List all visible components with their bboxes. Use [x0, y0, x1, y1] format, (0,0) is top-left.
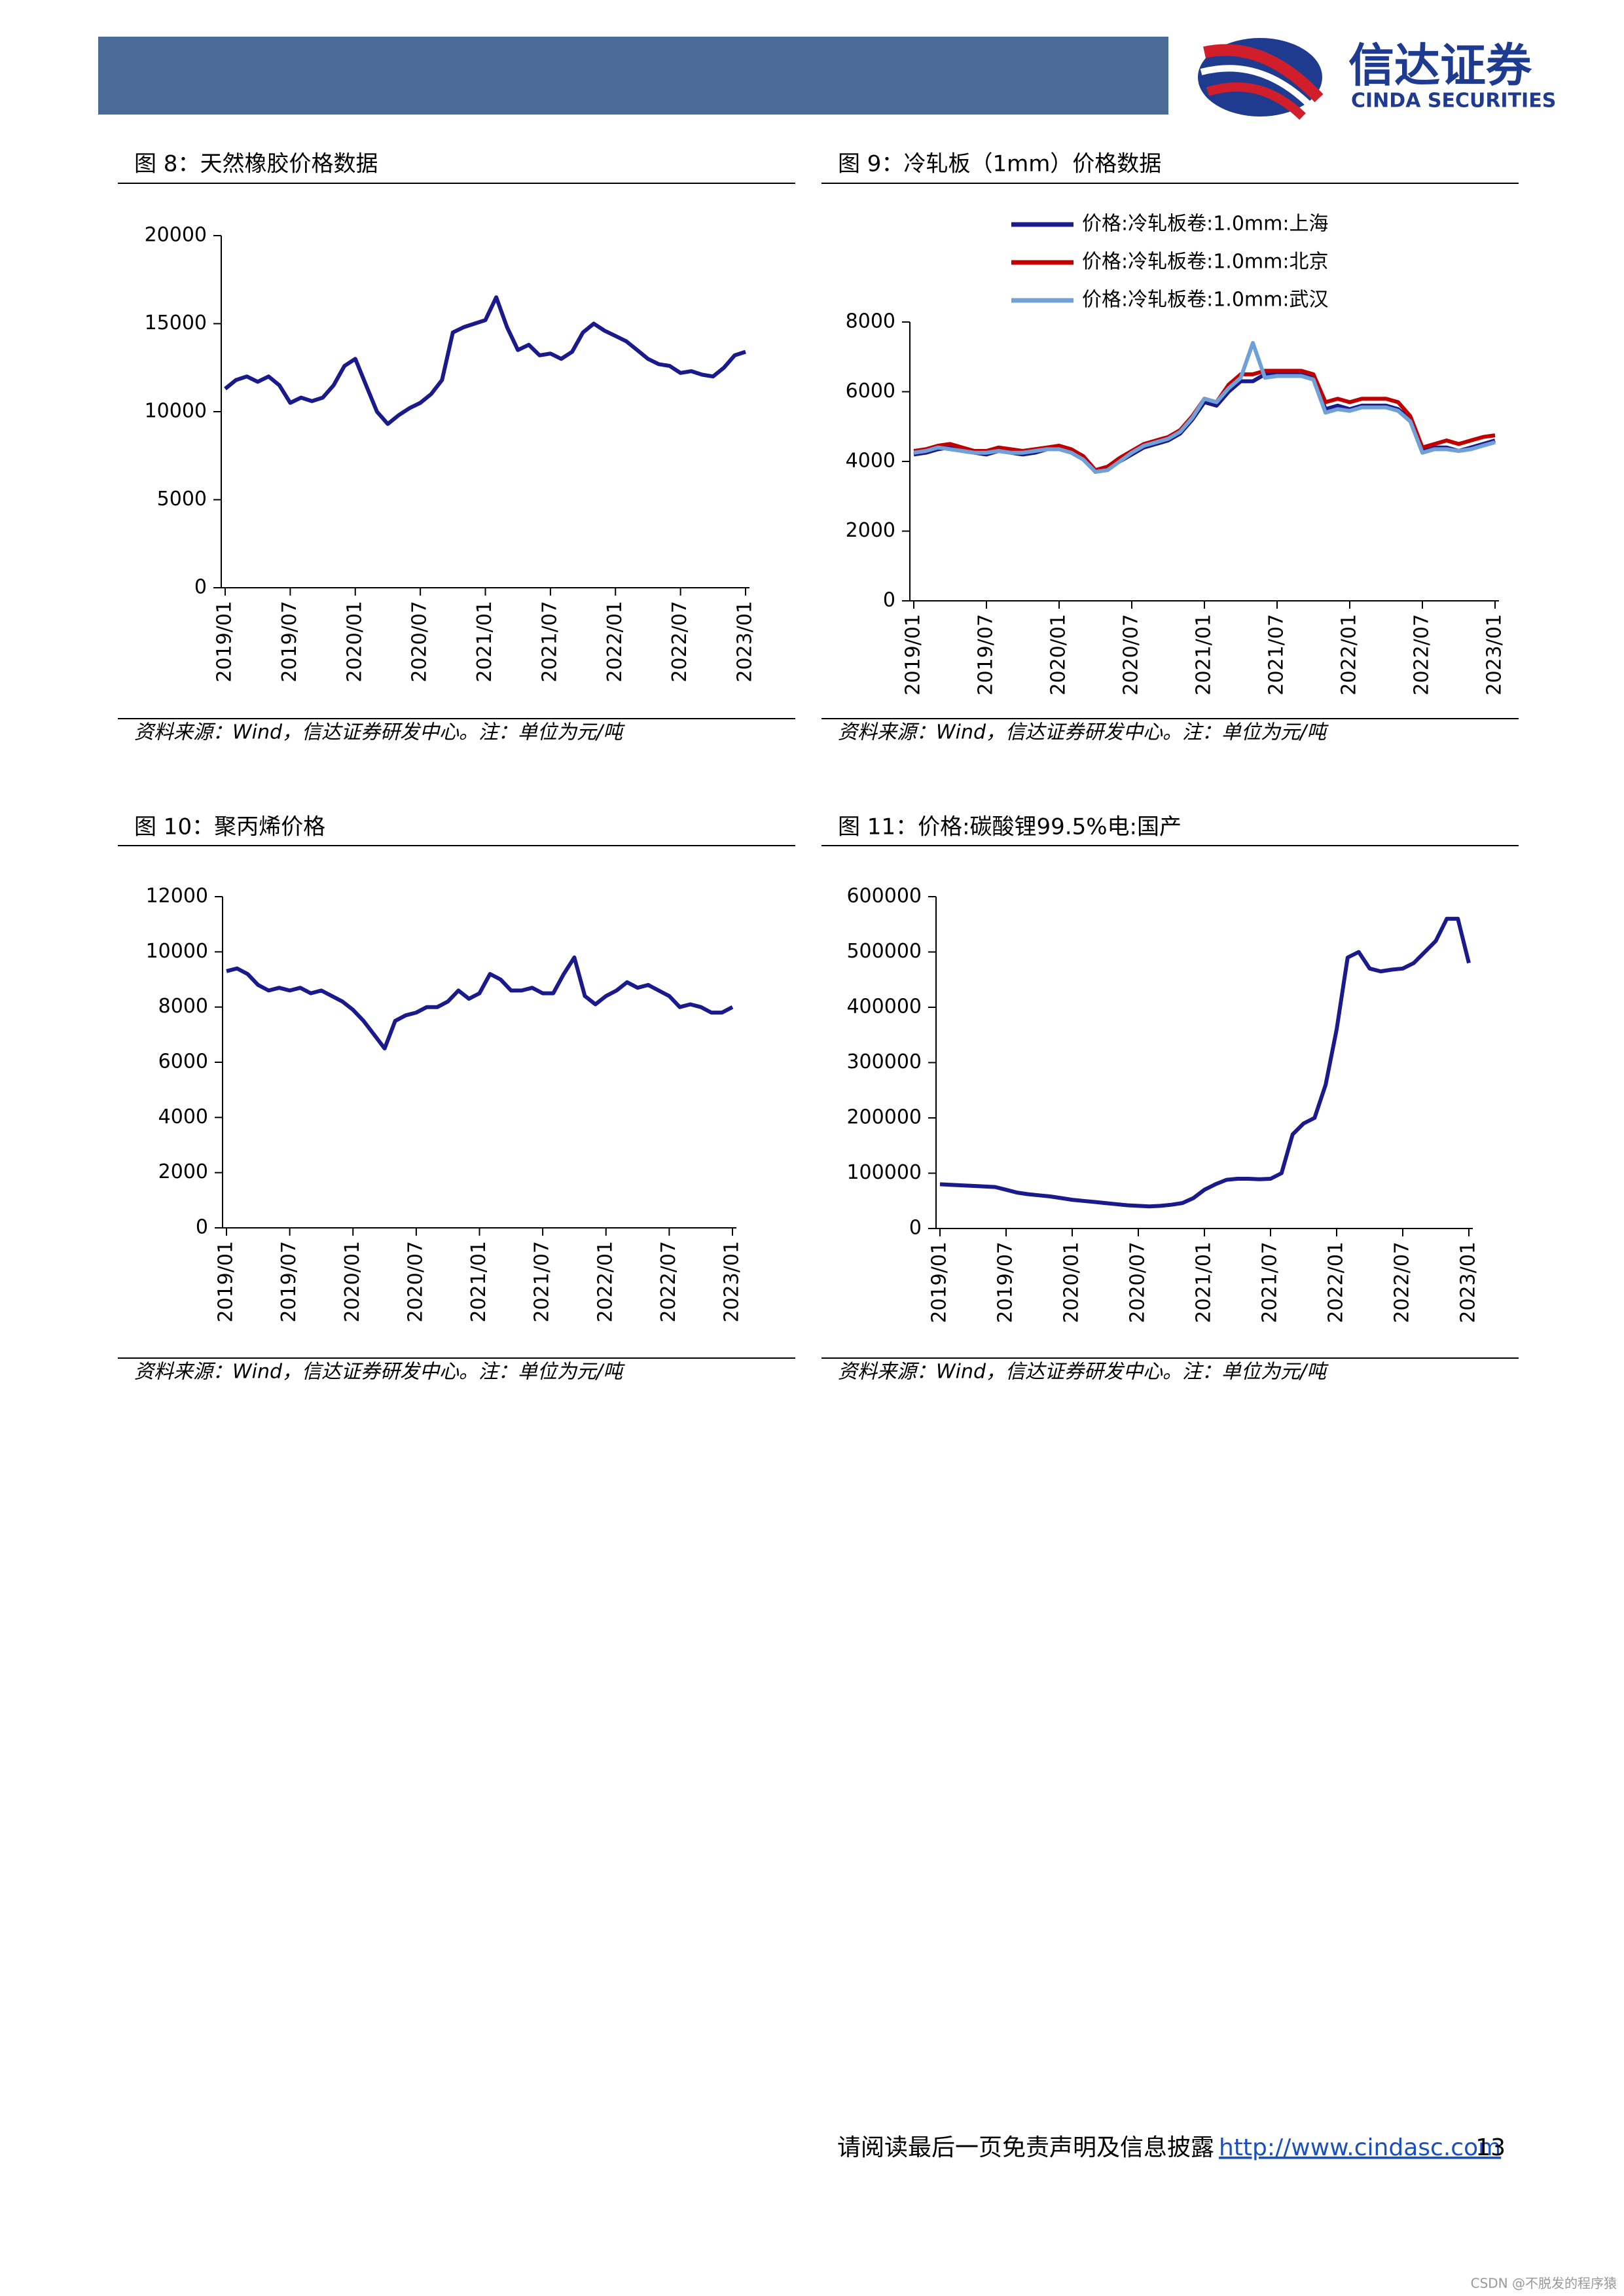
- chart-title: 图 10：聚丙烯价格: [134, 814, 325, 840]
- x-tick-label: 2019/07: [278, 601, 301, 683]
- y-tick-label: 2000: [846, 519, 895, 542]
- x-tick-label: 2020/01: [343, 601, 366, 683]
- y-tick-label: 8000: [846, 310, 895, 333]
- legend-label: 价格:冷轧板卷:1.0mm:武汉: [1082, 289, 1328, 312]
- y-tick-label: 0: [909, 1217, 922, 1240]
- footer-notice: 请阅读最后一页免责声明及信息披露: [837, 2134, 1214, 2161]
- logo-en: CINDA SECURITIES: [1351, 90, 1556, 113]
- x-tick-label: 2022/01: [604, 601, 626, 683]
- chart-title: 图 11：价格:碳酸锂99.5%电:国产: [838, 814, 1182, 840]
- y-tick-label: 600000: [846, 885, 922, 908]
- source-note: 资料来源：Wind，信达证券研发中心。注：单位为元/吨: [838, 721, 1329, 744]
- x-tick-label: 2021/01: [1193, 1242, 1216, 1323]
- x-tick-label: 2020/07: [408, 601, 431, 683]
- y-tick-label: 6000: [158, 1050, 208, 1073]
- header-bar: [98, 37, 1168, 115]
- y-tick-label: 6000: [846, 380, 895, 403]
- line-series: [939, 916, 1471, 1209]
- x-tick-label: 2023/01: [1483, 614, 1506, 696]
- x-tick-label: 2022/01: [1325, 1242, 1348, 1323]
- x-tick-label: 2022/01: [1338, 614, 1361, 696]
- x-tick-label: 2020/07: [1127, 1242, 1149, 1323]
- y-tick-label: 4000: [158, 1105, 208, 1128]
- x-tick-label: 2019/07: [975, 614, 998, 696]
- x-tick-label: 2020/01: [341, 1241, 364, 1323]
- x-tick-label: 2022/07: [1411, 614, 1434, 696]
- x-tick-label: 2023/01: [1457, 1242, 1480, 1323]
- y-tick-label: 2000: [158, 1160, 208, 1183]
- x-tick-label: 2020/07: [1120, 614, 1143, 696]
- line-series: [224, 295, 746, 426]
- x-tick-label: 2019/01: [928, 1242, 951, 1323]
- source-note: 资料来源：Wind，信达证券研发中心。注：单位为元/吨: [134, 721, 625, 744]
- x-tick-label: 2022/07: [668, 601, 691, 683]
- x-tick-label: 2021/01: [473, 601, 496, 683]
- y-tick-label: 20000: [145, 224, 207, 247]
- x-tick-label: 2019/07: [994, 1242, 1017, 1323]
- y-tick-label: 500000: [846, 940, 922, 963]
- x-tick-label: 2019/01: [213, 601, 236, 683]
- logo-cn: 信达证券: [1348, 39, 1532, 92]
- y-tick-label: 0: [883, 589, 895, 612]
- y-tick-label: 0: [196, 1216, 208, 1239]
- x-tick-label: 2019/07: [278, 1241, 300, 1323]
- x-tick-label: 2023/01: [721, 1241, 744, 1323]
- chart-title: 图 8：天然橡胶价格数据: [134, 151, 378, 177]
- y-tick-label: 10000: [146, 940, 208, 963]
- x-tick-label: 2020/07: [404, 1241, 427, 1323]
- x-tick-label: 2022/01: [594, 1241, 617, 1323]
- y-tick-label: 4000: [846, 450, 895, 473]
- footer-url[interactable]: http://www.cindasc.com: [1219, 2134, 1501, 2161]
- line-series: [913, 341, 1496, 474]
- x-tick-label: 2021/07: [1259, 1242, 1282, 1323]
- y-tick-label: 300000: [846, 1050, 922, 1073]
- y-tick-label: 15000: [145, 312, 207, 334]
- x-tick-label: 2020/01: [1060, 1242, 1083, 1323]
- y-tick-label: 10000: [145, 400, 207, 423]
- y-tick-label: 0: [194, 576, 207, 599]
- y-tick-label: 200000: [846, 1106, 922, 1129]
- y-tick-label: 5000: [157, 488, 207, 511]
- source-note: 资料来源：Wind，信达证券研发中心。注：单位为元/吨: [134, 1361, 625, 1384]
- x-tick-label: 2023/01: [734, 601, 757, 683]
- y-tick-label: 12000: [146, 885, 208, 908]
- logo-icon: [1198, 38, 1324, 120]
- x-tick-label: 2022/07: [657, 1241, 680, 1323]
- line-series: [226, 955, 734, 1050]
- x-tick-label: 2021/07: [1265, 614, 1288, 696]
- watermark: CSDN @不脱发的程序猿: [1471, 2276, 1617, 2291]
- page-number: 13: [1475, 2134, 1506, 2161]
- source-note: 资料来源：Wind，信达证券研发中心。注：单位为元/吨: [838, 1361, 1329, 1384]
- y-tick-label: 400000: [846, 996, 922, 1018]
- chart-title: 图 9：冷轧板（1mm）价格数据: [838, 151, 1161, 177]
- x-tick-label: 2021/07: [538, 601, 561, 683]
- x-tick-label: 2021/07: [531, 1241, 554, 1323]
- x-tick-label: 2019/01: [902, 614, 925, 696]
- y-tick-label: 8000: [158, 995, 208, 1018]
- x-tick-label: 2022/07: [1391, 1242, 1414, 1323]
- x-tick-label: 2021/01: [1193, 614, 1216, 696]
- line-series: [913, 372, 1496, 474]
- x-tick-label: 2020/01: [1047, 614, 1070, 696]
- y-tick-label: 100000: [846, 1161, 922, 1184]
- x-tick-label: 2019/01: [215, 1241, 238, 1323]
- legend-label: 价格:冷轧板卷:1.0mm:上海: [1082, 213, 1328, 236]
- legend-label: 价格:冷轧板卷:1.0mm:北京: [1082, 251, 1328, 274]
- x-tick-label: 2021/01: [467, 1241, 490, 1323]
